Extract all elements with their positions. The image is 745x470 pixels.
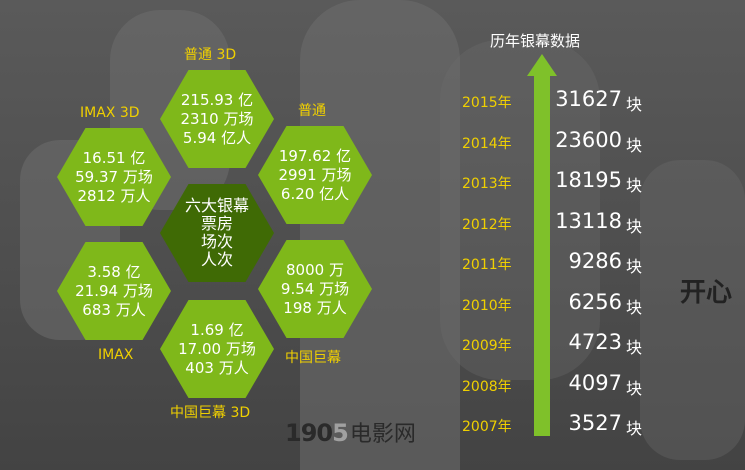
box-office: 16.51 亿 <box>82 148 146 167</box>
arrow-up-icon <box>527 54 557 76</box>
admissions: 198 万人 <box>283 298 347 317</box>
year-label: 2012年 <box>462 216 512 233</box>
year-label: 2009年 <box>462 338 512 354</box>
unit-label: 块 <box>626 216 643 236</box>
background-figure <box>640 160 745 460</box>
year-label: 2015年 <box>462 95 512 111</box>
box-office: 197.62 亿 <box>278 146 352 165</box>
hex-imax: 3.58 亿 21.94 万场 683 万人 <box>57 242 171 340</box>
label-china-giant: 中国巨幕 <box>285 350 341 366</box>
admissions: 5.94 亿人 <box>182 128 252 147</box>
label-standard-3d: 普通 3D <box>184 47 237 63</box>
screen-count: 18195 <box>555 168 622 192</box>
center-line: 场次 <box>200 232 233 251</box>
unit-label: 块 <box>626 338 643 357</box>
screen-count: 3527 <box>568 411 622 435</box>
unit-label: 块 <box>626 297 643 317</box>
screen-count: 23600 <box>555 127 622 152</box>
box-office: 3.58 亿 <box>87 262 141 281</box>
admissions: 2812 万人 <box>77 186 151 205</box>
center-line: 六大银幕 <box>184 196 249 215</box>
label-standard: 普通 <box>298 103 326 119</box>
screenings: 21.94 万场 <box>75 281 153 300</box>
unit-label: 块 <box>626 419 643 438</box>
admissions: 683 万人 <box>82 300 146 319</box>
unit-label: 块 <box>626 176 643 195</box>
screen-count: 4097 <box>568 370 622 395</box>
label-imax: IMAX <box>98 347 134 363</box>
site-logo: 1905 电影网 <box>285 416 416 448</box>
background-figure <box>300 0 460 470</box>
poster-title-mark: 开心 <box>680 278 733 308</box>
year-label: 2014年 <box>462 135 512 152</box>
admissions: 6.20 亿人 <box>280 184 350 203</box>
screen-count: 4723 <box>568 330 622 354</box>
unit-label: 块 <box>626 95 643 114</box>
arrow-shaft <box>534 74 550 436</box>
yearly-title: 历年银幕数据 <box>490 32 581 50</box>
screen-count: 6256 <box>568 289 622 314</box>
center-line: 票房 <box>200 214 233 233</box>
hex-china-giant: 8000 万 9.54 万场 198 万人 <box>258 240 372 338</box>
screen-count: 31627 <box>555 87 622 111</box>
screen-count: 9286 <box>568 249 622 273</box>
year-label: 2007年 <box>462 419 512 435</box>
logo-number: 1905 <box>285 419 349 447</box>
center-line: 人次 <box>200 250 233 269</box>
box-office: 8000 万 <box>286 260 344 279</box>
unit-label: 块 <box>626 378 643 398</box>
screen-count: 13118 <box>555 208 622 233</box>
year-label: 2008年 <box>462 378 512 395</box>
year-label: 2010年 <box>462 297 512 314</box>
background-figure <box>440 40 600 380</box>
screenings: 17.00 万场 <box>178 339 256 358</box>
admissions: 403 万人 <box>185 358 249 377</box>
year-label: 2013年 <box>462 176 512 192</box>
screenings: 9.54 万场 <box>280 279 350 298</box>
screenings: 2310 万场 <box>180 109 254 128</box>
hex-china-giant-3d: 1.69 亿 17.00 万场 403 万人 <box>160 300 274 398</box>
unit-label: 块 <box>626 135 643 155</box>
hex-imax-3d: 16.51 亿 59.37 万场 2812 万人 <box>57 128 171 226</box>
year-label: 2011年 <box>462 257 512 273</box>
unit-label: 块 <box>626 257 643 276</box>
screenings: 2991 万场 <box>278 165 352 184</box>
screenings: 59.37 万场 <box>75 167 153 186</box>
label-china-giant-3d: 中国巨幕 3D <box>170 405 251 421</box>
box-office: 215.93 亿 <box>180 90 254 109</box>
box-office: 1.69 亿 <box>190 320 244 339</box>
label-imax-3d: IMAX 3D <box>80 105 140 121</box>
logo-text: 电影网 <box>349 422 416 447</box>
